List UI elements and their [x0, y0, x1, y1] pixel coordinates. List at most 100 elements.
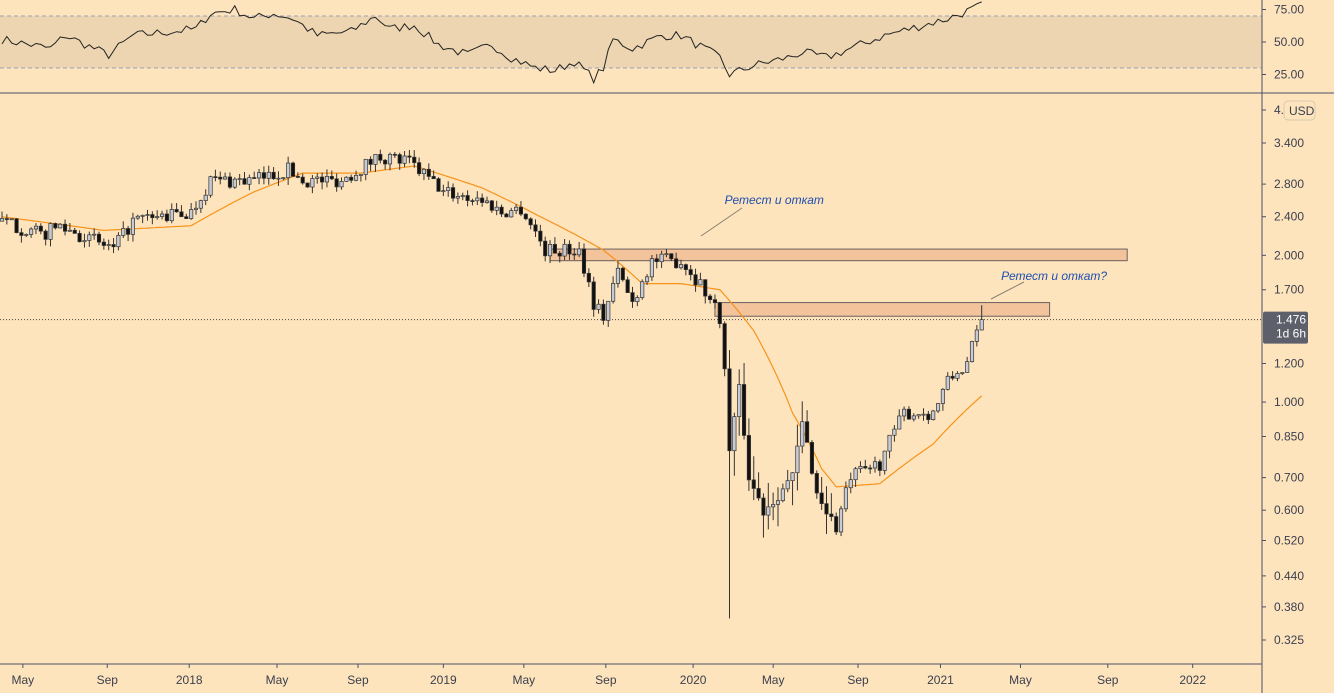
price-tick-label: 0.325 [1274, 633, 1304, 647]
candle-up [363, 158, 368, 175]
rsi-line [1, 1, 982, 85]
candle-up [659, 253, 664, 263]
time-tick-label: 2021 [927, 673, 954, 687]
candle-down [581, 248, 587, 274]
time-tick-label: 2022 [1179, 673, 1206, 687]
candle-up [678, 264, 684, 269]
candle-up [310, 178, 315, 188]
annotation-text: Ретест и откат? [1001, 269, 1107, 283]
candle-down [329, 176, 334, 180]
time-tick-label: 2020 [680, 673, 707, 687]
time-tick-label: May [513, 673, 536, 687]
candle-down [383, 159, 388, 165]
candle-down [53, 223, 58, 229]
candle-up [24, 234, 29, 236]
candle-down [761, 497, 766, 516]
candle-down [834, 516, 839, 533]
candle-down [809, 442, 815, 474]
candle-up [130, 217, 136, 235]
candle-up [732, 416, 737, 452]
candle-up [940, 388, 945, 404]
candle-down [722, 323, 727, 370]
time-tick-label: Sep [97, 673, 119, 687]
last-price-label: 1.476 [1276, 313, 1306, 327]
candle-up [247, 177, 252, 185]
candle-up [9, 218, 14, 221]
candle-up [644, 276, 650, 283]
candle-up [460, 195, 465, 197]
currency-button[interactable] [1283, 100, 1316, 121]
candle-up [649, 258, 654, 278]
candle-down [819, 492, 824, 504]
candle-up [387, 153, 393, 165]
rsi-tick-label: 25.00 [1274, 68, 1304, 82]
resistance-zone [549, 248, 1128, 262]
candle-up [208, 176, 213, 196]
rsi-band [0, 16, 1262, 68]
time-tick-label: 2019 [430, 673, 457, 687]
candle-up [237, 178, 242, 180]
candle-up [897, 415, 902, 430]
candle-up [339, 181, 344, 188]
candle-down [242, 178, 247, 185]
candle-down [72, 229, 77, 234]
time-tick-label: Sep [595, 673, 617, 687]
candle-up [615, 267, 621, 284]
candle-down [814, 473, 819, 494]
candle-down [950, 375, 955, 379]
candle-up [169, 209, 174, 222]
time-tick-label: May [762, 673, 785, 687]
candle-up [945, 375, 950, 390]
candle-up [33, 225, 39, 230]
candle-down [567, 243, 572, 255]
rsi-tick-label: 75.00 [1274, 3, 1304, 17]
candle-down [712, 299, 718, 304]
candle-down [126, 228, 131, 235]
price-pane: Ретест и откат Ретест и откат? [0, 149, 1262, 619]
candle-down [150, 214, 155, 219]
candle-up [911, 415, 916, 420]
candle-up [562, 243, 567, 257]
candle-down [43, 230, 48, 240]
candle-up [421, 168, 427, 175]
candle-down [601, 303, 606, 321]
candle-up [441, 190, 446, 193]
candle-up [155, 216, 160, 219]
candle-up [189, 209, 194, 219]
candle-down [4, 218, 9, 220]
candle-up [455, 196, 460, 199]
candle-down [431, 176, 436, 180]
candle-down [727, 368, 732, 452]
time-tick-label: May [266, 673, 289, 687]
price-tick-label: 0.380 [1274, 600, 1304, 614]
candle-up [484, 200, 490, 203]
candle-down [625, 279, 630, 293]
candle-up [596, 303, 601, 310]
candle-up [344, 176, 349, 182]
candle-down [218, 176, 223, 180]
candle-down [741, 384, 747, 436]
candle-up [916, 414, 921, 417]
candle-down [417, 162, 422, 175]
price-tick-label: 0.440 [1274, 569, 1304, 583]
price-tick-label: 3.400 [1274, 136, 1304, 150]
rsi-pane [0, 1, 1334, 94]
candle-down [620, 267, 625, 281]
candle-up [198, 200, 203, 209]
candle-up [882, 450, 887, 471]
candle-down [227, 176, 233, 188]
candle-up [785, 480, 790, 490]
candle-up [698, 279, 703, 286]
candle-up [67, 229, 72, 232]
price-tick-label: 2.000 [1274, 248, 1304, 262]
candle-down [518, 206, 524, 215]
annotation-text: Ретест и откат [725, 193, 824, 207]
price-tick-label: 0.700 [1274, 471, 1304, 485]
candle-up [664, 253, 669, 256]
candle-down [378, 154, 383, 161]
price-tick-label: 1.000 [1274, 395, 1304, 409]
candle-down [252, 177, 257, 179]
candle-down [708, 295, 713, 300]
candle-up [775, 500, 781, 505]
